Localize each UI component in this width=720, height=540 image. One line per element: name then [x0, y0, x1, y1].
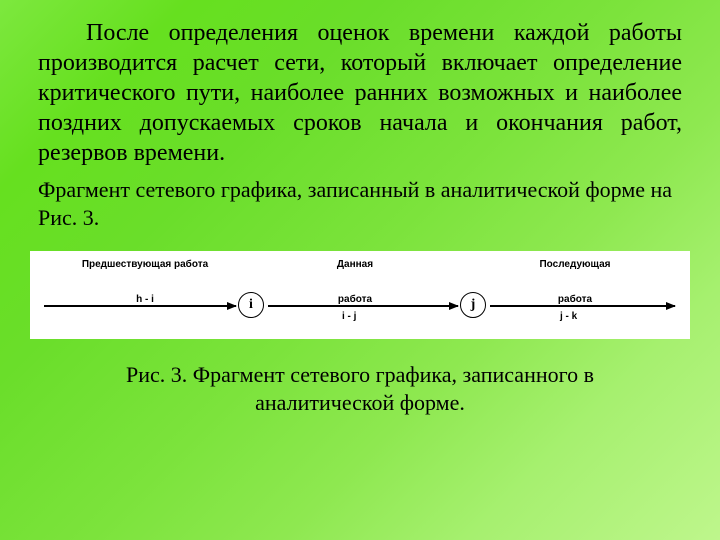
- edge-label-ij: i - j: [342, 311, 356, 322]
- col-successor: Последующая работа: [485, 259, 665, 305]
- paragraph-main: После определения оценок времени каждой …: [38, 18, 682, 168]
- node-j: j: [460, 292, 486, 318]
- figure-caption: Рис. 3. Фрагмент сетевого графика, запис…: [0, 361, 720, 416]
- col-current: Данная работа: [265, 259, 445, 305]
- network-diagram: Предшествующая работа h - i Данная работ…: [30, 251, 690, 339]
- col-sublabel: работа: [265, 294, 445, 305]
- arrow-1: [44, 305, 236, 307]
- slide-content: После определения оценок времени каждой …: [0, 0, 720, 231]
- arrow-2: [268, 305, 458, 307]
- col-sublabel: работа: [485, 294, 665, 305]
- col-sublabel: h - i: [50, 294, 240, 305]
- node-i: i: [238, 292, 264, 318]
- paragraph-secondary: Фрагмент сетевого графика, записанный в …: [38, 176, 682, 231]
- col-header: Предшествующая работа: [50, 259, 240, 270]
- col-predecessor: Предшествующая работа h - i: [50, 259, 240, 305]
- edge-label-jk: j - k: [560, 311, 577, 322]
- col-header: Последующая: [485, 259, 665, 270]
- arrow-3: [490, 305, 675, 307]
- col-header: Данная: [265, 259, 445, 270]
